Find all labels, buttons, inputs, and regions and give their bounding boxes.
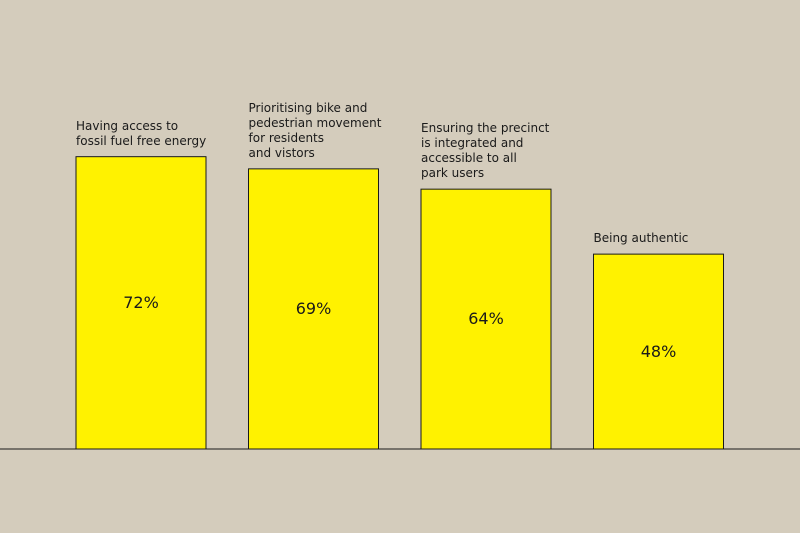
- bar-value-label-2: 69%: [295, 298, 332, 318]
- bar-4: [593, 253, 724, 450]
- bar-value-label-1: 72%: [123, 292, 159, 312]
- bar-category-label-1: Having access to fossil fuel free energy: [76, 118, 207, 148]
- bar-value-label-4: 48%: [640, 341, 677, 361]
- bar-category-label-4: Being authentic: [593, 231, 689, 246]
- bar-3: [420, 188, 552, 450]
- bar-category-label-3: Ensuring the precinct is integrated and …: [421, 121, 550, 181]
- bar-1: [75, 156, 207, 450]
- bar-value-label-3: 64%: [468, 309, 504, 329]
- bar-category-label-2: Prioritising bike and pedestrian movemen…: [248, 100, 382, 160]
- bar-2: [248, 168, 379, 450]
